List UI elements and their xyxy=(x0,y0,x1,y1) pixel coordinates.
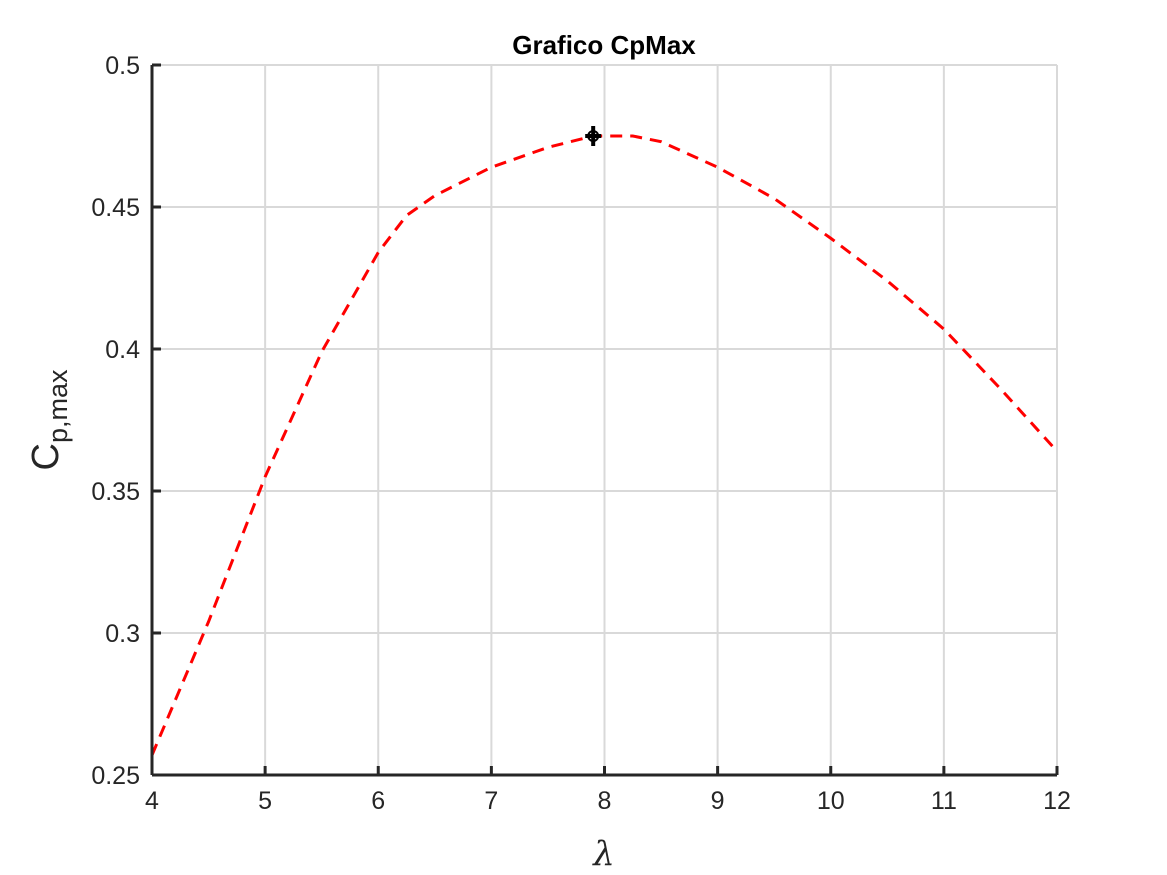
chart-title: Grafico CpMax xyxy=(512,30,696,60)
y-tick-label: 0.3 xyxy=(105,620,140,648)
x-tick-label: 6 xyxy=(371,787,385,815)
x-tick-label: 4 xyxy=(145,787,159,815)
x-axis-label: λ xyxy=(591,834,615,874)
data-layer xyxy=(150,126,1059,756)
marker-center xyxy=(587,130,600,142)
y-tick-label: 0.35 xyxy=(91,478,140,506)
x-tick-label: 5 xyxy=(258,787,272,815)
y-tick-label: 0.25 xyxy=(91,762,140,790)
grid-layer xyxy=(151,64,1058,776)
y-axis-label-subscript: p,max xyxy=(43,369,73,443)
y-tick-label: 0.4 xyxy=(105,336,140,364)
labels-layer: Grafico CpMax λ Cp,max xyxy=(25,30,696,874)
y-axis-label-base: C xyxy=(25,443,67,470)
y-tick-label: 0.45 xyxy=(91,194,140,222)
x-tick-label: 9 xyxy=(711,787,725,815)
max-point-marker xyxy=(585,126,602,146)
y-tick-label: 0.5 xyxy=(105,52,140,80)
x-tick-label: 11 xyxy=(931,787,957,815)
y-axis-label: Cp,max xyxy=(25,369,73,470)
x-tick-label: 12 xyxy=(1043,787,1071,815)
x-tick-label: 10 xyxy=(817,787,845,815)
x-tick-label: 8 xyxy=(598,787,612,815)
x-tick-label: 7 xyxy=(484,787,498,815)
axes-layer: 4 5 6 7 8 9 10 11 12 0.25 0.3 0.35 0.4 0.45 0.5 xyxy=(91,52,1071,815)
